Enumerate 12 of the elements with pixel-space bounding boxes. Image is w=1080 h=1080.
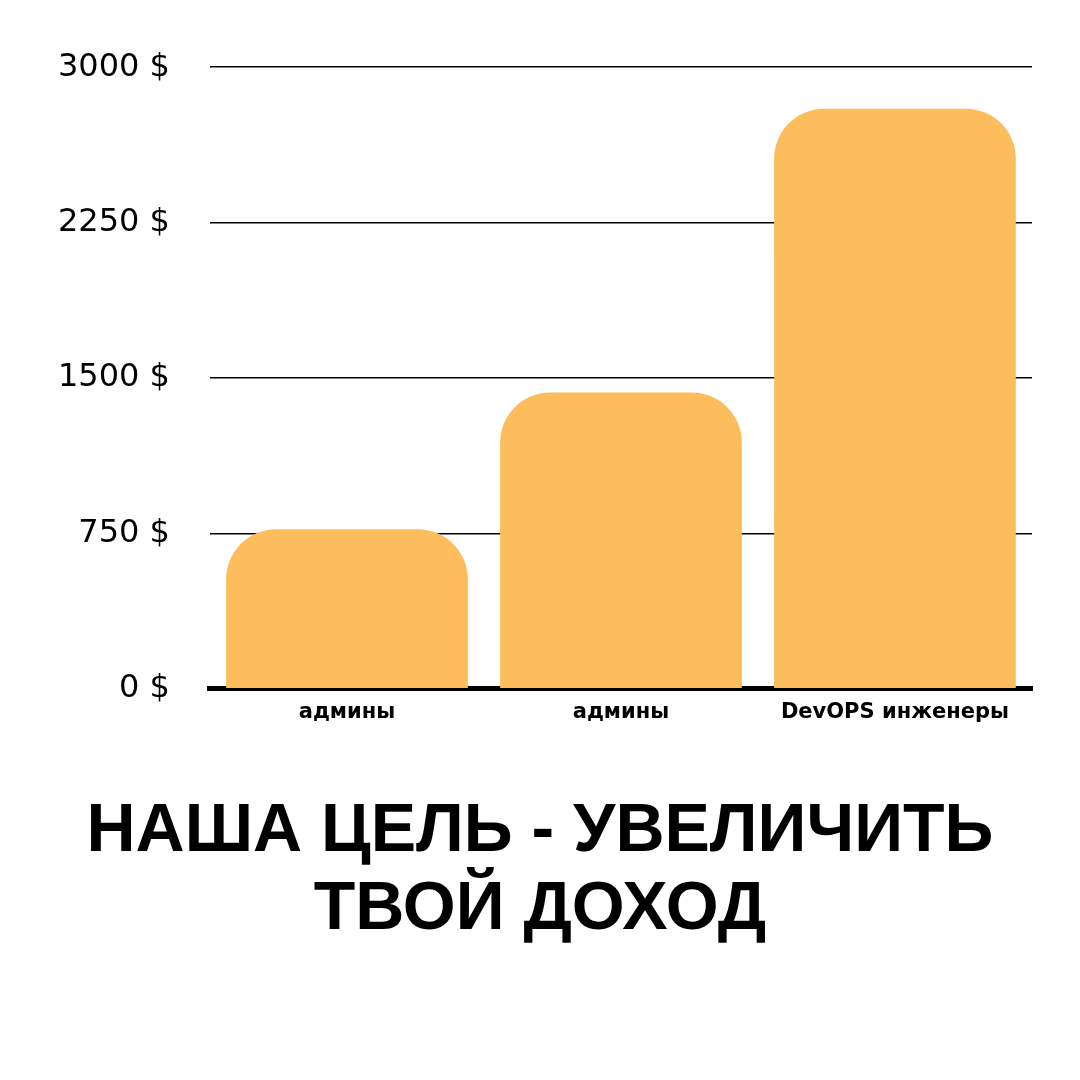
bar	[774, 108, 1016, 689]
y-tick-label: 0 $	[119, 667, 170, 706]
text: НАША ЦЕЛЬ - УВЕЛИЧИТЬ ТВОЙ ДОХОД	[85, 788, 995, 945]
x-tick-label: админы	[572, 698, 670, 723]
y-tick-label: 2250 $	[58, 200, 170, 239]
x-tick-label: админы	[298, 698, 396, 723]
bar	[500, 392, 742, 689]
x-tick-label: DevOPS инженеры	[780, 698, 1010, 723]
y-tick-label: 3000 $	[58, 45, 170, 84]
bar	[226, 529, 468, 689]
y-tick-label: 1500 $	[58, 356, 170, 395]
y-tick-label: 750 $	[78, 511, 170, 550]
